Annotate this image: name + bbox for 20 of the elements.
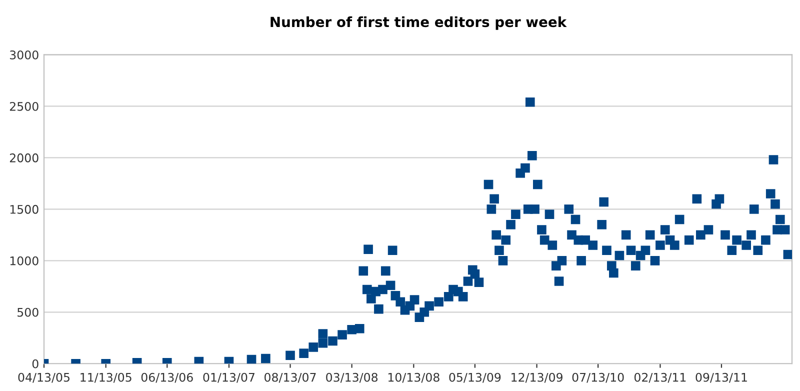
y-tick-label: 1500	[10, 204, 38, 214]
x-tick-label: 11/13/05	[80, 372, 132, 383]
x-tick-label: 12/13/09	[512, 372, 562, 383]
y-tick-label: 0	[32, 359, 38, 368]
y-tick-label: 1000	[10, 256, 38, 266]
y-tick-label: 500	[18, 308, 38, 317]
x-tick-label: 01/13/07	[203, 372, 254, 383]
y-tick-label: 2000	[10, 153, 38, 162]
y-tick-label: 3000	[10, 50, 38, 60]
x-tick-label: 07/13/10	[572, 372, 624, 383]
x-tick-label: 09/13/11	[696, 372, 747, 383]
y-tick-label: 2500	[10, 102, 38, 111]
x-tick-label: 05/13/09	[449, 372, 501, 383]
x-tick-label: 08/13/07	[264, 372, 316, 383]
x-tick-label: 10/13/08	[388, 372, 440, 383]
x-tick-label: 02/13/11	[634, 372, 686, 383]
x-tick-label: 06/13/06	[141, 372, 193, 383]
chart-title: Number of first time editors per week	[270, 16, 567, 30]
x-tick-label: 03/13/08	[326, 372, 378, 383]
x-tick-label: 04/13/05	[18, 372, 70, 383]
